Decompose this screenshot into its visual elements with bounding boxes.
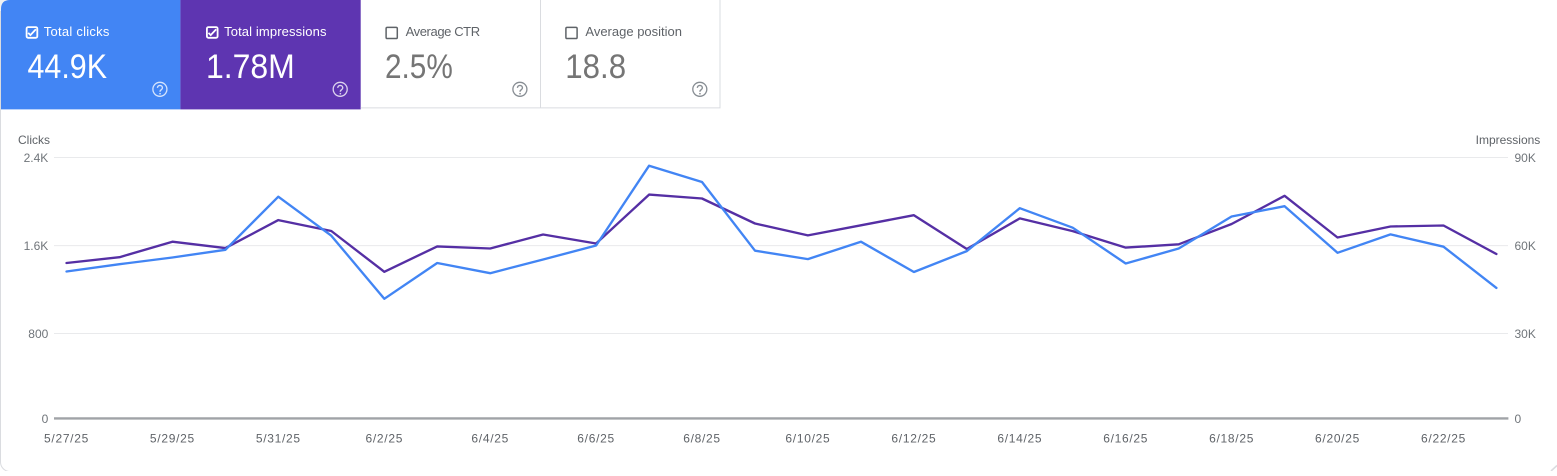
svg-text:Impressions: Impressions	[1476, 133, 1541, 147]
svg-text:Clicks: Clicks	[18, 133, 50, 147]
svg-text:6/20/25: 6/20/25	[1315, 431, 1360, 445]
svg-text:Total impressions: Total impressions	[224, 24, 327, 39]
svg-text:2.5%: 2.5%	[385, 48, 453, 86]
svg-text:30K: 30K	[1515, 327, 1536, 341]
svg-text:18.8: 18.8	[565, 48, 626, 86]
svg-text:6/14/25: 6/14/25	[997, 431, 1042, 445]
svg-text:90K: 90K	[1515, 151, 1536, 165]
svg-text:Average CTR: Average CTR	[406, 24, 480, 39]
svg-text:0: 0	[42, 412, 49, 426]
svg-text:6/6/25: 6/6/25	[577, 431, 615, 445]
svg-text:6/10/25: 6/10/25	[785, 431, 830, 445]
svg-text:6/2/25: 6/2/25	[366, 431, 404, 445]
svg-text:6/8/25: 6/8/25	[683, 431, 721, 445]
svg-text:1.6K: 1.6K	[24, 239, 49, 253]
svg-text:1.78M: 1.78M	[206, 48, 295, 86]
svg-text:5/27/25: 5/27/25	[44, 431, 89, 445]
svg-text:6/18/25: 6/18/25	[1209, 431, 1254, 445]
svg-text:44.9K: 44.9K	[28, 48, 108, 86]
svg-text:6/4/25: 6/4/25	[471, 431, 509, 445]
svg-text:2.4K: 2.4K	[24, 151, 49, 165]
svg-text:60K: 60K	[1515, 239, 1536, 253]
svg-text:5/31/25: 5/31/25	[256, 431, 301, 445]
svg-text:Average position: Average position	[585, 24, 682, 39]
svg-text:800: 800	[28, 327, 48, 341]
svg-text:0: 0	[1515, 412, 1522, 426]
svg-text:Total clicks: Total clicks	[44, 24, 110, 39]
svg-text:6/22/25: 6/22/25	[1421, 431, 1466, 445]
svg-text:5/29/25: 5/29/25	[150, 431, 195, 445]
svg-text:6/16/25: 6/16/25	[1103, 431, 1148, 445]
svg-text:6/12/25: 6/12/25	[891, 431, 936, 445]
